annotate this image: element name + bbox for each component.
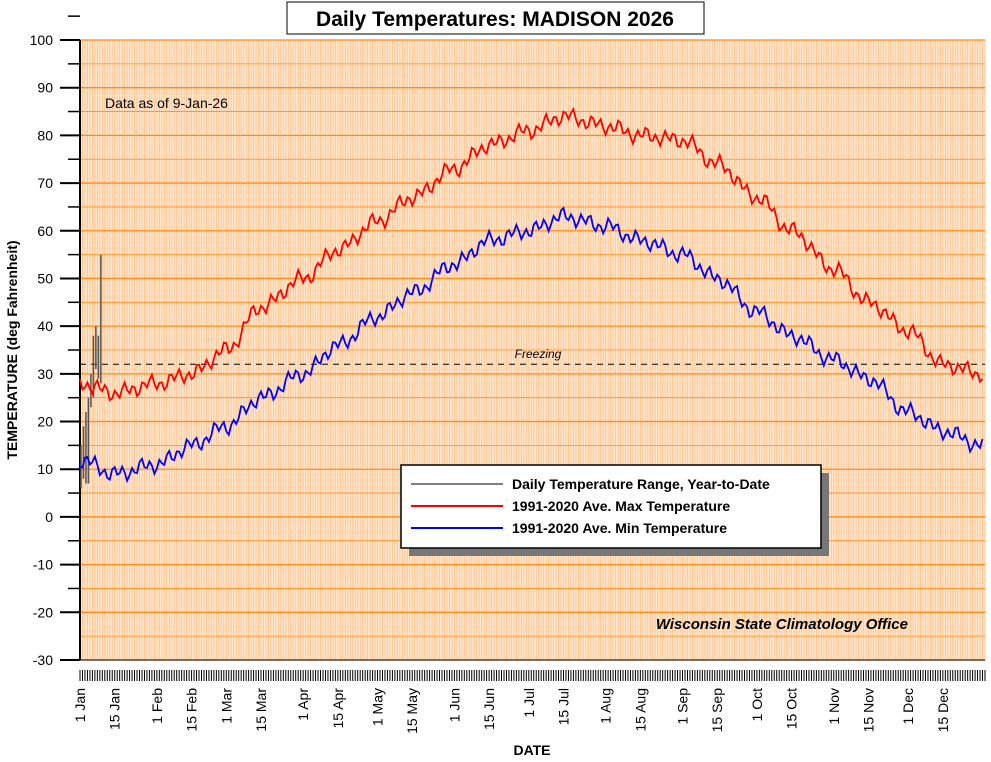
y-tick-label: -20 [33, 604, 53, 620]
x-tick-label: 1 Mar [218, 688, 234, 724]
as-of-label: Data as of 9-Jan-26 [105, 95, 228, 111]
x-tick-label: 1 Nov [826, 688, 842, 725]
x-tick-label: 15 Apr [330, 688, 346, 729]
legend: Daily Temperature Range, Year-to-Date 19… [400, 464, 829, 556]
avg-min-line [79, 206, 984, 484]
x-tick-label: 15 May [404, 688, 420, 734]
y-tick-label: 30 [37, 366, 53, 382]
x-tick-label: 1 Jan [72, 688, 88, 722]
legend-label-range: Daily Temperature Range, Year-to-Date [512, 476, 770, 492]
y-tick-label: 20 [37, 414, 53, 430]
y-tick-label: 90 [37, 80, 53, 96]
x-tick-label: 15 Nov [860, 688, 876, 732]
chart-title: Daily Temperatures: MADISON 2026 [316, 8, 674, 31]
x-tick-label: 1 Jun [446, 688, 462, 722]
x-tick-label: 15 Mar [253, 688, 269, 732]
x-tick-label: 15 Jan [107, 688, 123, 730]
x-tick-label: 15 Aug [632, 688, 648, 732]
y-tick-label: -10 [33, 557, 53, 573]
y-tick-label: 10 [37, 461, 53, 477]
x-tick-label: 15 Feb [184, 688, 200, 732]
y-tick-label: 100 [30, 32, 54, 48]
y-tick-label: 60 [37, 223, 53, 239]
y-tick-label: 40 [37, 318, 53, 334]
series-group [79, 106, 984, 489]
legend-label-min: 1991-2020 Ave. Min Temperature [512, 520, 727, 536]
x-tick-label: 1 Apr [295, 688, 311, 721]
x-tick-label: 15 Jul [555, 688, 571, 725]
x-tick-label: 1 Feb [149, 688, 165, 724]
x-tick-label: 15 Dec [935, 688, 951, 732]
x-tick-label: 1 Aug [598, 688, 614, 724]
x-tick-label: 15 Jun [481, 688, 497, 730]
credit-label: Wisconsin State Climatology Office [656, 616, 908, 633]
x-tick-label: 1 Jul [521, 688, 537, 718]
x-tick-label: 1 Sep [675, 688, 691, 725]
y-tick-label: 80 [37, 127, 53, 143]
y-tick-label: 50 [37, 270, 53, 286]
title-box [286, 1, 705, 35]
freezing-label: Freezing [515, 347, 562, 361]
y-tick-label: 0 [45, 509, 53, 525]
y-axis-label: TEMPERATURE (deg Fahrenheit) [4, 240, 20, 459]
x-tick-label: 15 Sep [709, 688, 725, 733]
legend-label-max: 1991-2020 Ave. Max Temperature [512, 498, 730, 514]
x-axis-label: DATE [513, 742, 550, 758]
y-tick-label: -30 [33, 652, 53, 668]
avg-max-line [79, 106, 984, 402]
x-tick-label: 1 May [370, 688, 386, 726]
x-tick-label: 1 Dec [900, 688, 916, 725]
x-axis: 1 Jan 15 Jan 1 Feb 15 Feb 1 Mar 15 Mar 1 Apr 15… [72, 670, 986, 734]
x-tick-label: 1 Oct [749, 688, 765, 722]
y-tick-label: 70 [37, 175, 53, 191]
x-tick-label: 15 Oct [784, 688, 800, 729]
